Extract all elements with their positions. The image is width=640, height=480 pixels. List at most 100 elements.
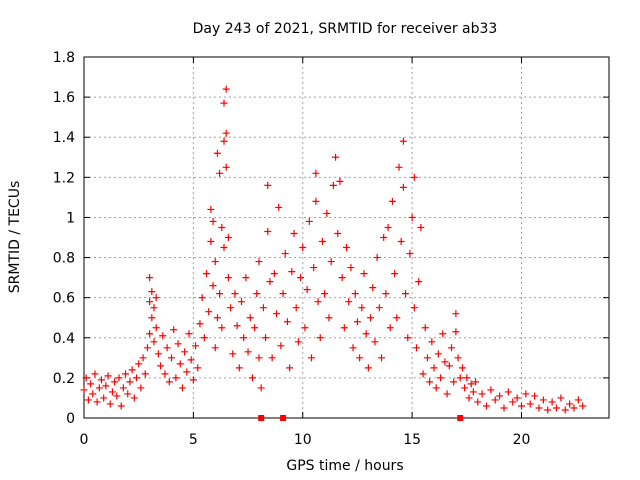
data-point xyxy=(150,338,158,346)
data-point xyxy=(143,344,151,352)
data-point xyxy=(168,354,175,362)
data-point xyxy=(553,404,560,412)
data-point xyxy=(209,217,217,225)
x-tick-label: 5 xyxy=(189,432,198,448)
data-point xyxy=(137,384,145,392)
data-point xyxy=(579,402,587,410)
data-point xyxy=(443,390,451,398)
chart-title: Day 243 of 2021, SRMTID for receiver ab3… xyxy=(193,21,498,37)
data-point xyxy=(122,370,130,378)
y-tick-label: 0.6 xyxy=(53,291,75,307)
data-point xyxy=(98,376,105,384)
x-tick-label: 20 xyxy=(513,432,531,448)
data-point xyxy=(128,366,136,374)
data-point xyxy=(415,278,423,286)
data-point xyxy=(347,264,355,272)
data-point xyxy=(496,392,504,400)
data-point xyxy=(235,364,243,372)
data-point xyxy=(270,270,278,278)
data-point xyxy=(316,334,324,342)
data-point xyxy=(227,304,235,312)
data-point xyxy=(209,282,217,290)
x-tick-label: 0 xyxy=(80,432,89,448)
data-point xyxy=(312,197,320,205)
data-point xyxy=(240,334,248,342)
data-point xyxy=(437,374,445,382)
data-point xyxy=(187,356,195,364)
data-point xyxy=(178,384,186,392)
data-point xyxy=(509,398,517,406)
data-point xyxy=(259,304,267,312)
y-tick-label: 0.4 xyxy=(53,331,75,347)
data-point xyxy=(432,384,440,392)
data-point xyxy=(297,274,305,282)
data-point xyxy=(207,205,215,213)
data-point xyxy=(314,298,322,306)
data-point xyxy=(566,400,574,408)
data-point xyxy=(255,258,263,266)
data-point xyxy=(146,274,154,282)
data-point xyxy=(108,388,116,396)
data-point xyxy=(421,324,429,332)
data-point xyxy=(238,298,245,306)
data-point xyxy=(257,384,265,392)
data-point xyxy=(159,332,167,340)
data-point xyxy=(334,229,342,237)
y-tick-label: 1.6 xyxy=(53,90,75,106)
data-point xyxy=(408,213,416,221)
data-point xyxy=(500,404,508,412)
data-point xyxy=(126,378,134,386)
y-tick-label: 1.4 xyxy=(53,130,75,146)
data-point xyxy=(419,370,427,378)
data-point xyxy=(89,390,97,398)
data-point xyxy=(544,406,552,414)
data-point xyxy=(535,404,543,412)
data-point xyxy=(139,354,147,362)
data-point xyxy=(454,354,462,362)
data-point xyxy=(345,298,353,306)
data-point xyxy=(220,137,228,145)
data-point xyxy=(305,217,313,225)
data-point xyxy=(165,378,173,386)
data-point xyxy=(504,388,512,396)
data-point xyxy=(100,394,108,402)
data-point xyxy=(268,354,276,362)
data-point xyxy=(253,290,261,298)
data-point xyxy=(353,318,361,326)
data-point xyxy=(262,334,270,342)
data-point xyxy=(213,314,221,322)
data-point xyxy=(570,404,578,412)
data-point xyxy=(382,290,390,298)
data-point xyxy=(397,238,405,246)
data-point xyxy=(183,368,191,376)
data-point xyxy=(266,278,274,286)
y-tick-label: 1 xyxy=(66,210,75,226)
data-point xyxy=(386,324,394,332)
data-point xyxy=(301,324,309,332)
data-point xyxy=(391,270,399,278)
data-point xyxy=(222,163,230,171)
data-point xyxy=(170,326,178,334)
data-point xyxy=(539,396,547,404)
data-point xyxy=(445,362,453,370)
data-point xyxy=(399,137,407,145)
data-point xyxy=(264,181,272,189)
data-point xyxy=(371,338,379,346)
data-point xyxy=(338,274,346,282)
data-point xyxy=(423,354,431,362)
data-points xyxy=(80,85,587,414)
data-point xyxy=(356,354,364,362)
data-point xyxy=(82,374,90,382)
data-point xyxy=(294,338,302,346)
data-point xyxy=(430,364,438,372)
data-point xyxy=(375,304,383,312)
data-point xyxy=(154,350,162,358)
data-point xyxy=(574,396,582,404)
data-point xyxy=(452,328,460,336)
data-point xyxy=(292,304,300,312)
y-tick-label: 0 xyxy=(66,411,75,427)
data-point xyxy=(255,354,263,362)
data-point xyxy=(321,290,329,298)
data-point xyxy=(192,342,200,350)
data-point xyxy=(299,244,307,252)
